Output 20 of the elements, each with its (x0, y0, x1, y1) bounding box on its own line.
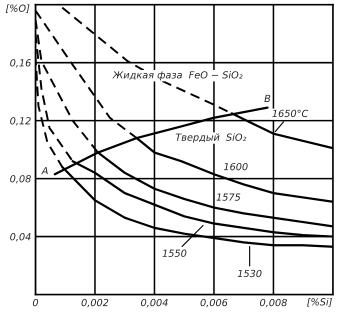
x-tick-label: 0,006 (200, 298, 228, 308)
x-axis-title: [%Si] (307, 298, 332, 307)
annotation: 1530 (238, 270, 262, 278)
annotation: A (41, 167, 48, 174)
y-tick-label: 0,12 (10, 117, 31, 126)
annotation: 1550 (162, 250, 186, 257)
annotation: 1575 (216, 194, 240, 201)
annotation: 1650°C (272, 110, 308, 118)
annotation: Жидкая фаза FeO − SiO₂ (112, 71, 243, 80)
y-axis-title: [%O] (6, 4, 30, 14)
annotation: Твердый SiO₂ (176, 133, 246, 143)
y-tick-label: 0,16 (10, 59, 31, 68)
x-tick-label: 0 (32, 298, 38, 306)
x-tick-label: 0,004 (141, 298, 168, 308)
annotation: B (264, 94, 270, 102)
annotation: 1600 (224, 162, 248, 170)
y-tick-label: 0,04 (10, 233, 31, 242)
x-tick-label: 0,008 (260, 298, 287, 308)
y-tick-label: 0,08 (10, 175, 31, 184)
x-tick-label: 0,002 (82, 298, 108, 308)
